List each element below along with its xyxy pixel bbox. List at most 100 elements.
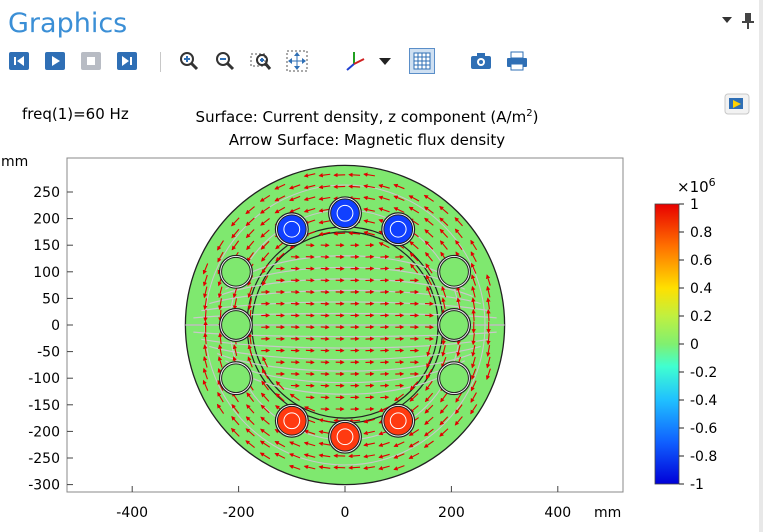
play-button[interactable]	[44, 50, 66, 72]
flux-arrow	[363, 442, 375, 447]
conductor	[221, 310, 251, 340]
zoom-box-icon	[250, 53, 272, 70]
grid-toggle-button[interactable]	[409, 48, 435, 74]
flux-arrow	[260, 428, 270, 437]
flux-arrow	[231, 228, 240, 239]
flux-arrow	[363, 219, 375, 224]
y-tick-label: -300	[28, 478, 60, 494]
colorbar-tick-label: -1	[690, 477, 704, 493]
flux-arrow	[470, 368, 477, 380]
flux-arrow	[423, 206, 434, 214]
flux-arrow	[303, 453, 316, 458]
flux-arrow	[303, 441, 316, 447]
flux-arrow	[217, 356, 223, 368]
flux-arrow	[217, 240, 224, 251]
conductor	[330, 198, 360, 229]
flux-arrow	[260, 416, 270, 425]
view-axis-button[interactable]	[344, 50, 366, 72]
conductor	[276, 405, 307, 436]
flux-arrow	[408, 429, 420, 436]
print-button[interactable]	[506, 50, 528, 72]
flux-arrow	[245, 217, 255, 227]
flux-arrow	[246, 404, 255, 414]
flux-arrow	[424, 392, 434, 403]
flux-arrow	[262, 356, 269, 368]
flux-arrow	[425, 380, 433, 391]
flux-arrow	[363, 195, 375, 201]
colorbar-tick-label: -0.6	[690, 421, 717, 437]
flux-arrow	[246, 252, 254, 263]
flux-arrow	[274, 452, 286, 459]
x-tick-label: 400	[544, 505, 571, 521]
flux-arrow	[245, 229, 255, 239]
flux-arrow	[456, 297, 461, 310]
flux-arrow	[304, 406, 316, 412]
flux-arrow	[409, 252, 419, 262]
flux-arrow	[470, 392, 477, 403]
x-tick-label: 0	[341, 505, 350, 521]
flux-arrow	[424, 229, 434, 238]
conductor	[221, 256, 251, 287]
streamline	[217, 353, 473, 372]
flux-arrow	[217, 344, 223, 357]
streamline	[232, 255, 458, 283]
stop-button[interactable]	[80, 50, 102, 72]
chevron-down-icon	[379, 58, 391, 65]
conductor	[383, 405, 414, 436]
flux-arrow	[471, 356, 476, 369]
flux-arrow	[261, 368, 269, 379]
flux-arrow	[247, 298, 253, 310]
y-tick-label: -150	[28, 398, 60, 414]
conductor-core	[336, 428, 354, 446]
flux-arrow	[348, 231, 361, 236]
flux-arrow	[274, 206, 286, 214]
flux-arrow	[262, 275, 269, 286]
flux-arrow	[259, 452, 271, 460]
flux-arrow	[441, 285, 447, 298]
flux-arrow	[230, 427, 240, 437]
flux-arrow	[378, 184, 390, 189]
zoom-extents-button[interactable]	[286, 50, 308, 72]
pin-icon[interactable]	[741, 12, 755, 30]
flux-arrow	[471, 285, 476, 298]
colorbar-ticks: 1 0.8 0.6 0.4 0.2 0 -0.2 -0.4 -0.6 -0.8 -1	[679, 197, 717, 493]
flux-arrow	[363, 207, 375, 212]
y-axis-unit: mm	[1, 154, 28, 170]
flux-arrow	[348, 465, 361, 470]
snapshot-button[interactable]	[470, 50, 492, 72]
zoom-in-button[interactable]	[178, 50, 200, 72]
first-frame-icon	[9, 52, 29, 70]
flux-arrow	[470, 380, 477, 392]
zoom-box-button[interactable]	[250, 50, 272, 72]
view-dropdown-button[interactable]	[374, 50, 396, 72]
flux-arrow	[439, 217, 449, 226]
flux-arrow	[232, 344, 238, 357]
flux-arrow	[455, 404, 463, 415]
y-tick-label: 250	[33, 185, 60, 201]
panel-menu-icon[interactable]	[722, 17, 732, 23]
flux-arrow	[303, 464, 316, 470]
flux-arrow	[441, 297, 446, 310]
flux-arrow	[426, 286, 432, 298]
flux-arrow	[247, 332, 253, 345]
flux-arrow	[203, 344, 208, 357]
first-frame-button[interactable]	[8, 50, 30, 72]
flux-arrow	[410, 263, 419, 274]
colorbar-tick-label: -0.2	[690, 365, 717, 381]
flux-arrow	[486, 345, 491, 357]
flux-arrow	[303, 207, 316, 213]
conductor-core	[283, 220, 301, 238]
flux-arrow	[454, 228, 463, 239]
graphics-toolbar	[0, 48, 763, 76]
flux-arrow	[378, 441, 390, 447]
flux-arrow	[202, 356, 208, 368]
flux-arrow	[486, 356, 491, 369]
flux-arrow	[245, 428, 255, 437]
last-frame-button[interactable]	[116, 50, 138, 72]
flux-arrow	[203, 309, 208, 322]
zoom-out-button[interactable]	[214, 50, 236, 72]
flux-arrow	[260, 240, 270, 250]
legend-icon[interactable]	[724, 93, 750, 115]
flux-arrow	[455, 392, 463, 403]
flux-arrow	[289, 453, 301, 459]
